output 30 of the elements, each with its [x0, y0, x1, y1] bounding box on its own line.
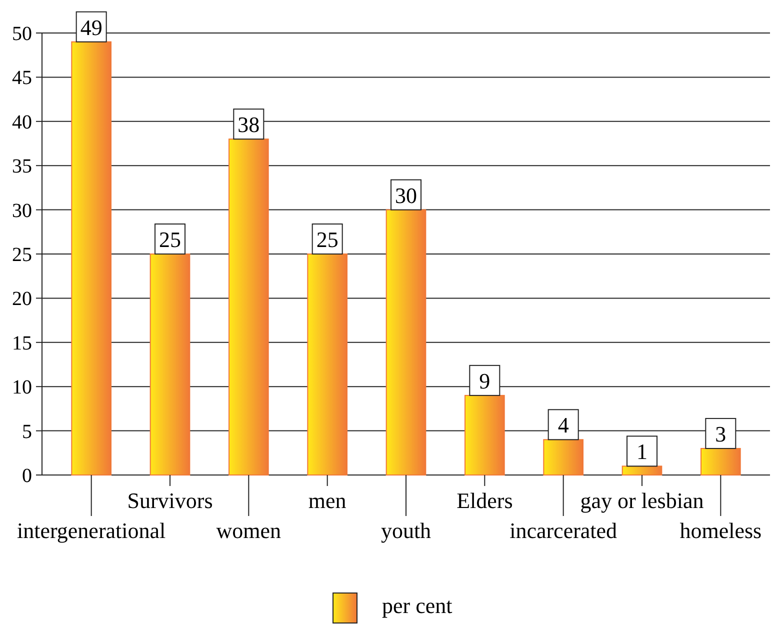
y-tick-label: 0 [22, 465, 32, 487]
legend-label: per cent [382, 593, 452, 618]
data-label: 9 [479, 368, 490, 394]
x-tick-label: Survivors [127, 488, 213, 513]
y-tick-label: 25 [12, 244, 32, 266]
x-tick-label: men [308, 488, 346, 513]
y-tick-label: 10 [12, 376, 32, 399]
x-tick-label: women [216, 518, 282, 543]
x-tick-label: homeless [680, 518, 762, 543]
y-tick-label: 35 [12, 156, 32, 178]
x-tick-label: Elders [456, 488, 513, 513]
x-tick-label: gay or lesbian [580, 488, 704, 513]
x-tick-label: youth [380, 518, 432, 543]
data-label: 49 [80, 14, 102, 40]
y-tick-label: 40 [12, 111, 32, 134]
y-tick-label: 5 [22, 420, 32, 443]
data-label: 25 [159, 227, 181, 252]
data-label: 1 [636, 439, 648, 464]
data-label: 25 [316, 227, 338, 252]
data-label: 30 [395, 182, 417, 208]
y-tick-label: 30 [12, 200, 32, 222]
y-tick-label: 45 [12, 67, 32, 90]
data-label: 3 [715, 421, 726, 446]
x-tick-label: incarcerated [510, 518, 618, 543]
data-label: 4 [558, 412, 569, 438]
data-label: 38 [238, 112, 260, 138]
y-tick-label: 15 [12, 332, 32, 354]
x-tick-label: intergenerational [17, 518, 166, 543]
y-tick-label: 20 [12, 288, 32, 310]
y-tick-label: 50 [12, 23, 32, 45]
